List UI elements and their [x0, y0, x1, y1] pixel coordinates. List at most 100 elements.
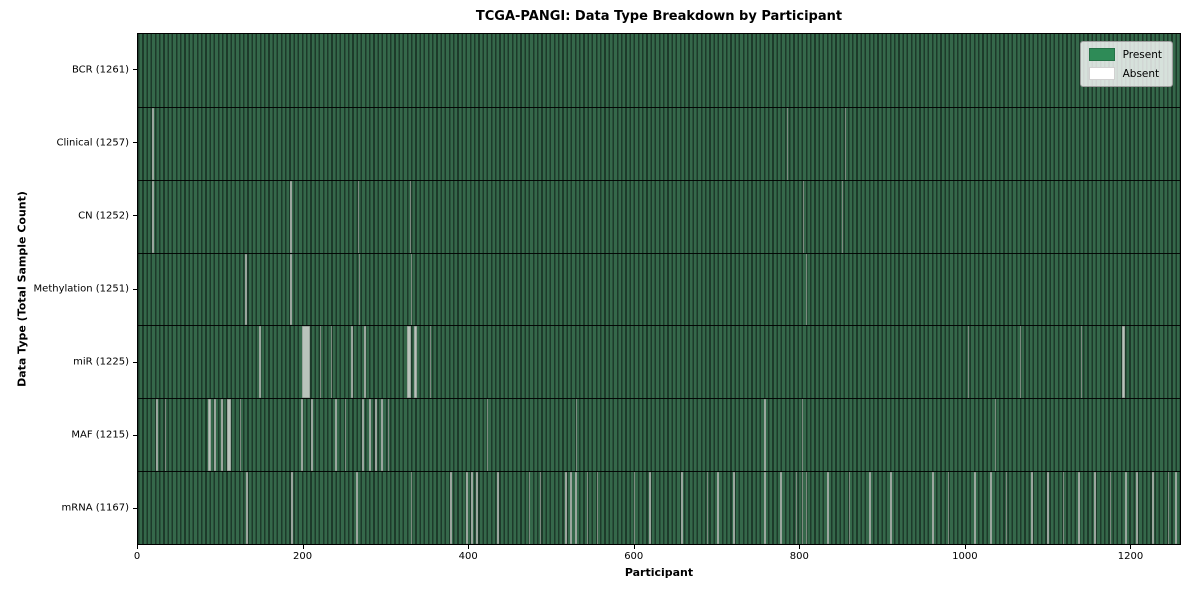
absent-stripe [330, 326, 332, 399]
y-tick [133, 434, 137, 436]
absent-stripe [787, 107, 789, 180]
y-tick-label: BCR (1261) [71, 64, 129, 76]
x-axis-label: Participant [624, 566, 694, 579]
y-tick-label: mRNA (1167) [61, 502, 129, 514]
heatmap-row-cn [138, 179, 1180, 253]
absent-stripe [310, 399, 314, 472]
absent-stripe [967, 326, 969, 399]
absent-stripe [764, 399, 766, 472]
absent-stripe [413, 326, 418, 399]
absent-stripe [246, 472, 248, 544]
absent-stripe [732, 472, 735, 544]
absent-stripe [290, 253, 292, 326]
absent-stripe [575, 399, 577, 472]
absent-stripe [375, 399, 377, 472]
absent-stripe [869, 472, 871, 544]
absent-stripe [805, 472, 808, 544]
absent-stripe [245, 253, 248, 326]
absent-stripe [335, 399, 338, 472]
absent-stripe [539, 472, 542, 544]
heatmap-row-maf [138, 398, 1180, 472]
absent-stripe [368, 399, 371, 472]
absent-stripe [795, 472, 798, 544]
absent-stripe [596, 472, 599, 544]
absent-stripe [471, 472, 473, 544]
y-tick-label: Clinical (1257) [56, 137, 130, 149]
absent-stripe [1167, 472, 1170, 544]
absent-stripe [974, 472, 976, 544]
y-tick-marks [133, 33, 137, 545]
absent-stripe [586, 472, 589, 544]
absent-stripe [240, 399, 242, 472]
absent-stripe [406, 326, 411, 399]
y-tick-label: CN (1252) [78, 210, 129, 222]
absent-stripe [1005, 472, 1008, 544]
absent-stripe [845, 107, 847, 180]
x-tick [799, 545, 801, 549]
y-tick [133, 288, 137, 290]
absent-stripe [528, 472, 531, 544]
absent-stripe [409, 180, 411, 253]
absent-stripe [1109, 472, 1112, 544]
absent-stripe [801, 399, 804, 472]
absent-stripe [1136, 472, 1138, 544]
absent-stripe [575, 472, 577, 544]
x-tick [302, 545, 304, 549]
absent-stripe [565, 472, 567, 544]
absent-stripe [356, 472, 358, 544]
absent-stripe [1175, 472, 1177, 544]
x-tick [1130, 545, 1132, 549]
x-tick-label: 1200 [1117, 551, 1144, 562]
absent-stripe [429, 326, 431, 399]
absent-stripe [1031, 472, 1033, 544]
absent-stripe [1062, 472, 1065, 544]
absent-stripe [1094, 472, 1096, 544]
absent-stripe [805, 253, 808, 326]
y-tick [133, 361, 137, 363]
absent-stripe [1080, 326, 1082, 399]
absent-stripe [827, 472, 829, 544]
x-tick-label: 800 [789, 551, 809, 562]
absent-stripe [357, 180, 360, 253]
heatmap-row-mrna [138, 471, 1180, 544]
plot-area: Present Absent [137, 33, 1181, 545]
absent-stripe [156, 399, 158, 472]
absent-stripe [361, 399, 364, 472]
absent-stripe [848, 472, 851, 544]
legend-swatch-present [1088, 48, 1115, 61]
absent-stripe [351, 326, 353, 399]
legend-label: Present [1122, 48, 1162, 61]
absent-stripe [475, 472, 478, 544]
absent-stripe [358, 253, 361, 326]
absent-stripe [633, 472, 636, 544]
absent-stripe [717, 472, 719, 544]
x-tick [633, 545, 635, 549]
x-tick [964, 545, 966, 549]
absent-stripe [842, 180, 844, 253]
y-tick [133, 69, 137, 71]
absent-stripe [649, 472, 652, 544]
absent-stripe [947, 472, 950, 544]
absent-stripe [380, 399, 384, 472]
absent-stripe [889, 472, 892, 544]
absent-stripe [208, 399, 211, 472]
absent-stripe [1078, 472, 1080, 544]
legend-swatch-absent [1088, 67, 1115, 80]
absent-stripe [780, 472, 782, 544]
absent-stripe [1019, 326, 1022, 399]
legend-label: Absent [1122, 67, 1160, 80]
chart-title: TCGA-PANGI: Data Type Breakdown by Parti… [475, 9, 843, 24]
absent-stripe [994, 399, 996, 472]
heatmap-row-methylation [138, 252, 1180, 326]
y-tick-label: Methylation (1251) [33, 283, 129, 295]
absent-stripe [932, 472, 934, 544]
y-tick [133, 507, 137, 509]
absent-stripe [803, 180, 805, 253]
absent-stripe [1046, 472, 1049, 544]
absent-stripe [497, 472, 500, 544]
absent-stripe [706, 472, 709, 544]
x-tick [468, 545, 470, 549]
absent-stripe [290, 180, 292, 253]
absent-stripe [300, 399, 304, 472]
absent-stripe [1151, 472, 1154, 544]
